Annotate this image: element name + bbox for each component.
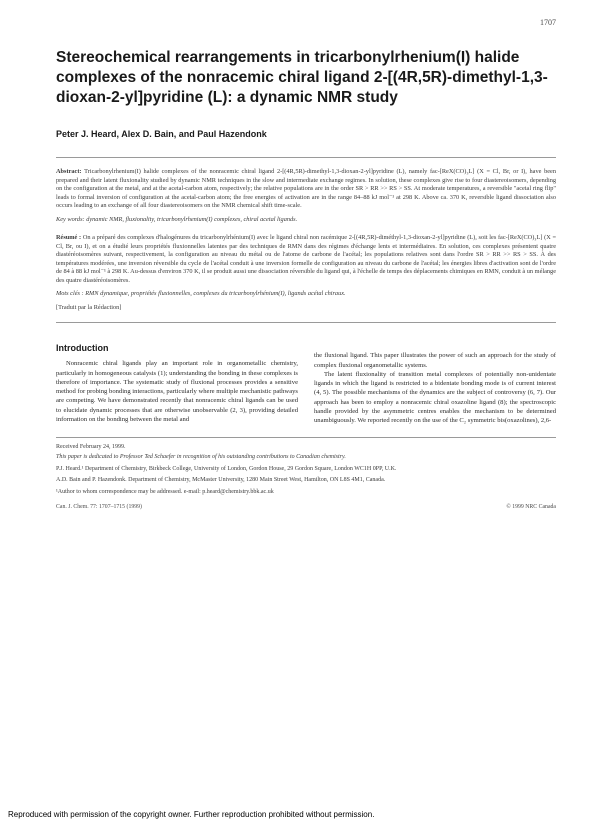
article-title: Stereochemical rearrangements in tricarb…: [56, 48, 556, 107]
affiliation-1: P.J. Heard.¹ Department of Chemistry, Bi…: [56, 465, 556, 473]
redaction-note: [Traduit par la Rédaction]: [56, 304, 556, 313]
footnote-block: Received February 24, 1999. This paper i…: [56, 443, 556, 495]
copyright-notice: © 1999 NRC Canada: [506, 504, 556, 510]
keywords-en: Key words: dynamic NMR, fluxionality, tr…: [56, 216, 556, 225]
intro-para-left: Nonracemic chiral ligands play an import…: [56, 359, 298, 424]
two-column-body: Introduction Nonracemic chiral ligands p…: [56, 333, 556, 425]
intro-heading: Introduction: [56, 343, 298, 353]
authors: Peter J. Heard, Alex D. Bain, and Paul H…: [56, 129, 556, 139]
divider: [56, 322, 556, 323]
reproduction-notice: Reproduced with permission of the copyri…: [8, 810, 374, 819]
abstract-en-label: Abstract:: [56, 168, 82, 175]
abstract-fr-text: Résumé : On a préparé des complexes d'ha…: [56, 234, 556, 285]
dedication: This paper is dedicated to Professor Ted…: [56, 453, 556, 461]
intro-para-right-1: the fluxional ligand. This paper illustr…: [314, 351, 556, 369]
abstract-fr-body: On a préparé des complexes d'halogénures…: [56, 234, 556, 284]
left-column: Introduction Nonracemic chiral ligands p…: [56, 333, 298, 425]
abstract-french: Résumé : On a préparé des complexes d'ha…: [56, 234, 556, 312]
received-date: Received February 24, 1999.: [56, 443, 556, 451]
intro-para-right-2: The latent fluxionality of transition me…: [314, 370, 556, 425]
abstract-en-text: Abstract: Tricarbonylrhenium(I) halide c…: [56, 168, 556, 211]
right-column: the fluxional ligand. This paper illustr…: [314, 333, 556, 425]
journal-reference: Can. J. Chem. 77: 1707–1715 (1999): [56, 504, 142, 510]
page-number: 1707: [540, 18, 556, 27]
abstract-fr-label: Résumé :: [56, 234, 81, 241]
abstract-en-body: Tricarbonylrhenium(I) halide complexes o…: [56, 168, 556, 209]
affiliation-2: A.D. Bain and P. Hazendonk. Department o…: [56, 476, 556, 484]
divider: [56, 157, 556, 158]
footnote-divider: [56, 437, 556, 438]
abstract-english: Abstract: Tricarbonylrhenium(I) halide c…: [56, 168, 556, 224]
page-container: 1707 Stereochemical rearrangements in tr…: [0, 0, 604, 795]
keywords-fr: Mots clés : RMN dynamique, propriétés fl…: [56, 290, 556, 299]
spacer: [314, 333, 556, 351]
corresponding-author: ¹Author to whom correspondence may be ad…: [56, 488, 556, 496]
footer-bar: Can. J. Chem. 77: 1707–1715 (1999) © 199…: [56, 504, 556, 510]
